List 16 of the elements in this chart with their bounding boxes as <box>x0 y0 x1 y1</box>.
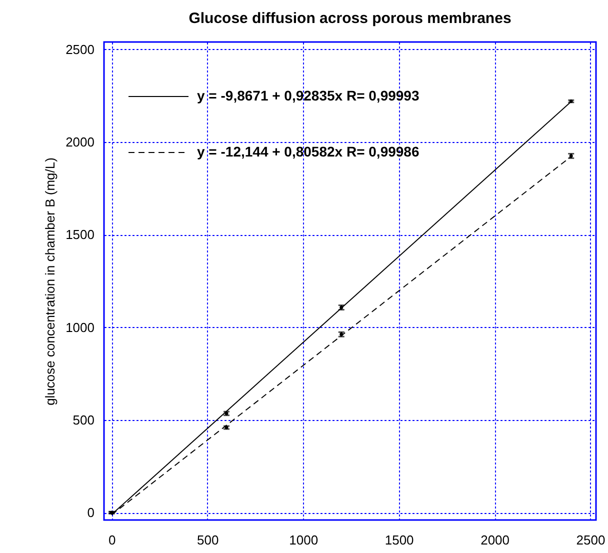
x-tick-label: 0 <box>108 532 116 548</box>
x-tick-label: 1000 <box>289 532 318 548</box>
legend-label: y = -12,144 + 0,80582x R= 0,99986 <box>197 144 420 160</box>
x-tick-label: 2500 <box>576 532 606 548</box>
legend-label: y = -9,8671 + 0,92835x R= 0,99993 <box>197 88 420 104</box>
x-tick-label: 500 <box>197 532 219 548</box>
y-tick-label: 500 <box>72 412 94 428</box>
y-tick-label: 0 <box>87 505 94 520</box>
chart-title: Glucose diffusion across porous membranes <box>188 10 512 27</box>
y-tick-label: 1500 <box>66 227 94 242</box>
y-tick-label: 2500 <box>66 42 94 57</box>
x-tick-label: 1500 <box>384 532 414 548</box>
y-axis-title: glucose concentration in chamber B (mg/L) <box>42 158 58 406</box>
y-tick-label: 1000 <box>66 320 94 335</box>
x-tick-label: 2000 <box>480 532 510 548</box>
y-tick-label: 2000 <box>66 134 94 150</box>
